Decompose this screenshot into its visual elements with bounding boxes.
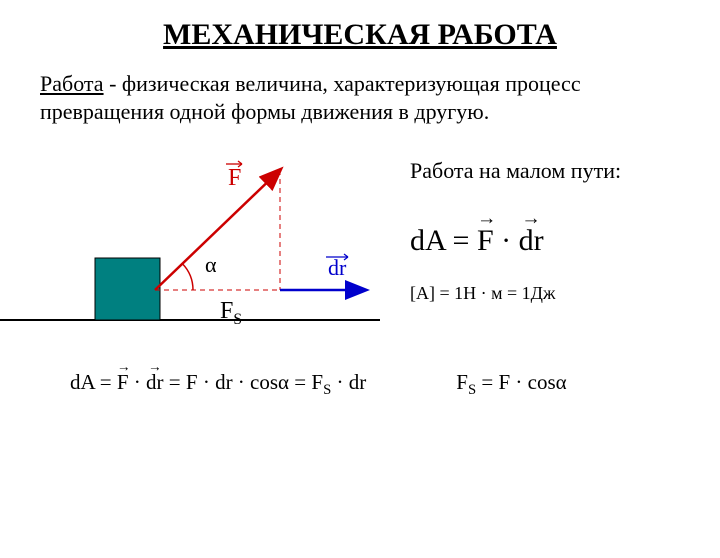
- formula-bottom-right: FS = F · cosα: [456, 370, 566, 399]
- formula-bottom-left: dA = F · dr = F · dr · cosα = FS · dr: [70, 370, 366, 399]
- diagram-column: α Fdr FS: [0, 150, 400, 340]
- right-caption: Работа на малом пути:: [410, 158, 720, 184]
- definition-text: Работа - физическая величина, характериз…: [40, 70, 680, 125]
- force-diagram: α Fdr FS: [0, 150, 400, 340]
- definition-term: Работа: [40, 71, 104, 96]
- page-title: МЕХАНИЧЕСКАЯ РАБОТА: [0, 18, 720, 52]
- formula-column: Работа на малом пути: dA = F · dr [A] = …: [400, 150, 720, 340]
- svg-text:F: F: [228, 165, 241, 191]
- formula-main: dA = F · dr: [410, 224, 720, 258]
- svg-text:FS: FS: [220, 298, 242, 328]
- formula-units: [A] = 1Н · м = 1Дж: [410, 283, 720, 304]
- svg-text:α: α: [205, 252, 217, 277]
- definition-rest: - физическая величина, характеризующая п…: [40, 71, 581, 124]
- svg-text:dr: dr: [328, 255, 347, 280]
- bottom-formula-row: dA = F · dr = F · dr · cosα = FS · dr FS…: [0, 370, 720, 399]
- content-row: α Fdr FS Работа на малом пути: dA = F · dr…: [0, 150, 720, 340]
